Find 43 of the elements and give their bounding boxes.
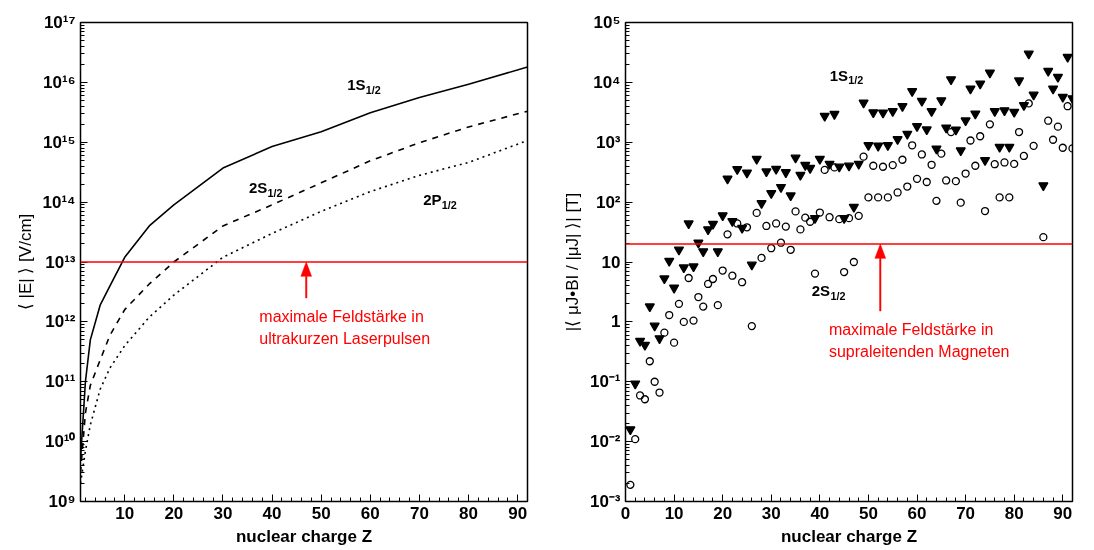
y-tick-label: 10¹⁵ — [42, 132, 76, 152]
x-tick-label: 40 — [810, 503, 830, 523]
y-tick-label: 10⁻³ — [589, 492, 621, 511]
x-tick-label: 0 — [620, 503, 631, 523]
y-tick-label: 10¹⁰ — [44, 432, 76, 452]
y-tick-label: 10¹³ — [45, 252, 76, 272]
x-tick-label: 50 — [311, 503, 331, 523]
y-tick-label: 1 — [611, 312, 621, 332]
y-tick-label: 10¹⁷ — [43, 13, 76, 32]
y-tick-label: 10¹⁶ — [43, 72, 76, 92]
x-tick-label: 30 — [761, 503, 781, 523]
legend-label: maximale Feldstärke in ultrakurzen Laserpulsen — [259, 307, 431, 347]
y-tick-label: 10³ — [595, 132, 621, 152]
y-axis-title: |⟨ μJ•BI / |μJ| ⟩| [T] — [562, 192, 582, 332]
x-axis-title: nuclear charge Z — [780, 526, 918, 546]
x-axis-title: nuclear charge Z — [235, 526, 373, 546]
ref-line-label: maximale Feldstärke in supraleitenden Magneten — [828, 320, 1010, 360]
x-tick-label: 20 — [164, 503, 184, 523]
y-tick-label: 10⁵ — [593, 13, 621, 32]
y-axis-title: ⟨ |E| ⟩ [V/cm] — [15, 213, 35, 311]
y-tick-label: 10⁹ — [48, 492, 76, 511]
x-tick-label: 40 — [262, 503, 282, 523]
x-tick-label: 10 — [115, 503, 135, 523]
y-tick-label: 10¹² — [45, 312, 76, 332]
x-tick-label: 90 — [508, 503, 528, 523]
y-tick-label: 10 — [601, 252, 621, 272]
y-tick-label: 10¹¹ — [45, 372, 76, 392]
x-tick-label: 20 — [713, 503, 733, 523]
x-tick-label: 50 — [858, 503, 878, 523]
x-tick-label: 70 — [956, 503, 976, 523]
x-tick-label: 90 — [1053, 503, 1073, 523]
y-tick-label: 10⁴ — [593, 72, 621, 92]
x-tick-label: 60 — [907, 503, 927, 523]
y-tick-label: 10² — [595, 192, 621, 212]
x-tick-label: 80 — [459, 503, 479, 523]
y-tick-label: 10¹⁴ — [42, 192, 76, 212]
x-tick-label: 10 — [664, 503, 684, 523]
x-tick-label: 60 — [360, 503, 380, 523]
x-tick-label: 70 — [409, 503, 429, 523]
x-tick-label: 30 — [213, 503, 233, 523]
x-tick-label: 80 — [1004, 503, 1024, 523]
y-tick-label: 10⁻² — [589, 432, 621, 452]
y-tick-label: 10⁻¹ — [589, 372, 621, 392]
